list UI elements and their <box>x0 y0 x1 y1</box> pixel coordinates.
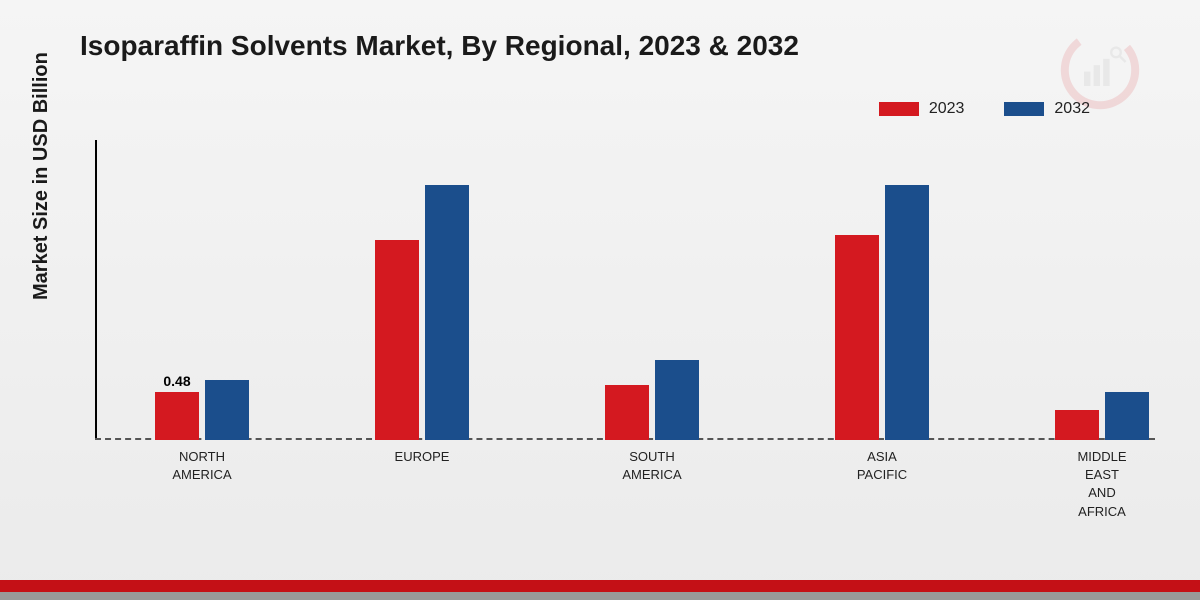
bar-2032 <box>655 360 699 440</box>
bar-2023 <box>375 240 419 440</box>
watermark-logo <box>1060 30 1140 110</box>
y-axis-line <box>95 140 97 440</box>
chart-area: 0.48NORTH AMERICA EUROPE SOUTH AMERICA ASIA… <box>95 140 1155 440</box>
bar-2032 <box>205 380 249 440</box>
bar-2023: 0.48 <box>155 392 199 440</box>
bar-2023 <box>835 235 879 440</box>
footer-bar-grey <box>0 592 1200 600</box>
bar-group: MIDDLE EAST AND AFRICA <box>1055 392 1149 440</box>
legend: 2023 2032 <box>879 100 1090 118</box>
bar-group: SOUTH AMERICA <box>605 360 699 440</box>
bar-group: ASIA PACIFIC <box>835 185 929 440</box>
x-axis-label: NORTH AMERICA <box>172 440 231 484</box>
legend-label-2032: 2032 <box>1054 100 1090 118</box>
bar-2032 <box>885 185 929 440</box>
bar-group: 0.48NORTH AMERICA <box>155 380 249 440</box>
x-axis-label: MIDDLE EAST AND AFRICA <box>1077 440 1126 521</box>
footer-bar <box>0 580 1200 600</box>
bar-2023 <box>605 385 649 440</box>
value-label: 0.48 <box>163 373 190 392</box>
bar-2032 <box>425 185 469 440</box>
legend-swatch-2023 <box>879 102 919 116</box>
legend-label-2023: 2023 <box>929 100 965 118</box>
legend-item-2032: 2032 <box>1004 100 1090 118</box>
bar-2023 <box>1055 410 1099 440</box>
bar-2032 <box>1105 392 1149 440</box>
bar-group: EUROPE <box>375 185 469 440</box>
footer-bar-red <box>0 580 1200 592</box>
legend-item-2023: 2023 <box>879 100 965 118</box>
x-axis-label: ASIA PACIFIC <box>857 440 907 484</box>
x-axis-label: SOUTH AMERICA <box>622 440 681 484</box>
y-axis-label: Market Size in USD Billion <box>30 52 53 300</box>
legend-swatch-2032 <box>1004 102 1044 116</box>
chart-title: Isoparaffin Solvents Market, By Regional… <box>80 30 799 62</box>
x-axis-label: EUROPE <box>395 440 450 466</box>
